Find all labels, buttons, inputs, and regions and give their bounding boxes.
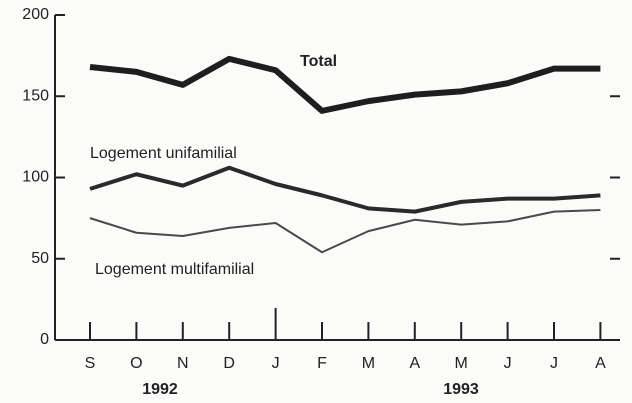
x-tick-label: J	[504, 355, 512, 372]
series-label: Total	[300, 53, 337, 70]
x-tick-label: F	[317, 355, 327, 372]
y-tick-label: 150	[22, 87, 49, 104]
series-line	[89, 55, 601, 114]
x-tick-label: M	[362, 355, 375, 372]
x-tick-label: D	[223, 355, 235, 372]
y-tick-label: 200	[22, 6, 49, 23]
y-tick-label: 50	[31, 250, 49, 267]
x-tick-label: A	[595, 355, 606, 372]
x-tick-label: J	[550, 355, 558, 372]
x-tick-label: J	[272, 355, 280, 372]
series-line	[89, 209, 601, 254]
year-label: 1993	[443, 381, 479, 398]
series-label: Logement multifamilial	[95, 261, 254, 278]
x-tick-label: M	[455, 355, 468, 372]
y-tick-label: 0	[40, 331, 49, 348]
x-tick-label: O	[130, 355, 142, 372]
x-tick-label: S	[85, 355, 96, 372]
x-tick-label: A	[409, 355, 420, 372]
x-tick-label: N	[177, 355, 189, 372]
y-tick-label: 100	[22, 169, 49, 186]
series-label: Logement unifamilial	[90, 145, 237, 162]
year-label: 1992	[142, 381, 178, 398]
series-line	[89, 165, 601, 214]
